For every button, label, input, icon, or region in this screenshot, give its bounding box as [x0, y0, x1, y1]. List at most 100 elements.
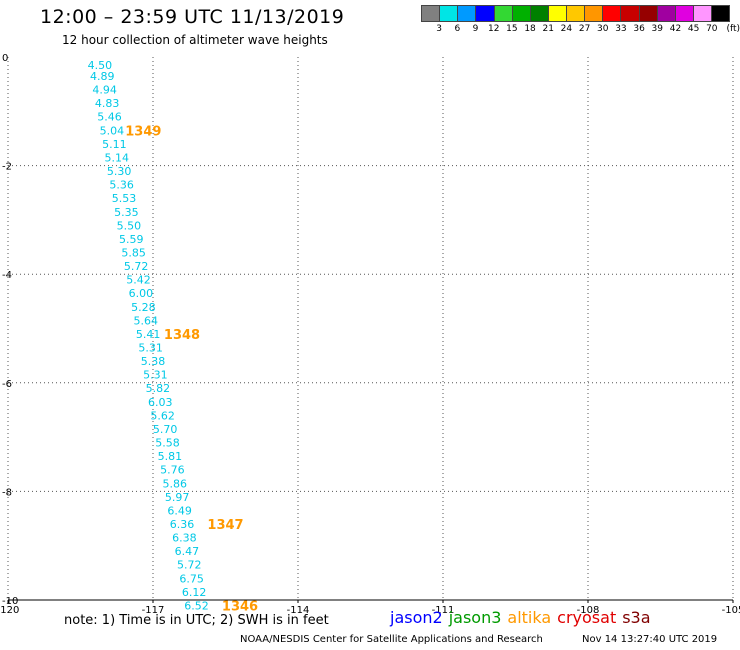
swh-value-label: 5.53 [112, 192, 137, 205]
satellite-jason3: jason3 [448, 608, 502, 627]
legend-label-row: (ft) 3 6 9 12 15 18 21 24 27 30 33 36 39 42 45 70 [421, 22, 740, 35]
chart-subtitle: 12 hour collection of altimeter wave hei… [62, 33, 328, 47]
y-tick-label: 0 [2, 53, 8, 64]
color-legend: (ft) 3 6 9 12 15 18 21 24 27 30 33 36 39 42 45 70 [421, 5, 740, 35]
swh-value-label: 5.62 [150, 409, 175, 422]
swh-value-label: 5.14 [105, 151, 130, 164]
swh-value-label: 6.36 [170, 518, 195, 531]
swh-value-label: 5.82 [146, 382, 171, 395]
x-tick-label: -117 [142, 605, 165, 616]
swh-value-label: 5.59 [119, 233, 144, 246]
legend-swatch [675, 6, 694, 21]
swh-value-label: 6.03 [148, 396, 173, 409]
swh-value-label: 5.76 [160, 464, 185, 477]
swh-value-label: 5.38 [141, 355, 166, 368]
y-tick-label: -10 [2, 596, 18, 607]
legend-label: 9 [472, 24, 479, 34]
chart-title: 12:00 – 23:59 UTC 11/13/2019 [40, 6, 345, 28]
satellite-legend: jason2 jason3 altika cryosat s3a [390, 608, 657, 627]
legend-label: 30 [597, 24, 609, 34]
legend-label: 3 [436, 24, 443, 34]
legend-label: 42 [669, 24, 682, 34]
legend-label: 39 [651, 24, 664, 34]
y-tick-label: -8 [2, 487, 12, 498]
legend-unit: (ft) [726, 24, 740, 34]
legend-label: 24 [560, 24, 573, 34]
x-tick-label: -120 [0, 605, 19, 616]
legend-swatch [567, 6, 586, 21]
swh-value-label: 5.81 [158, 450, 183, 463]
legend-swatch [530, 6, 549, 21]
time-label: 1347 [207, 518, 243, 533]
footer-credit: NOAA/NESDIS Center for Satellite Applica… [240, 634, 543, 645]
legend-swatch [621, 6, 640, 21]
legend-label: 18 [524, 24, 536, 34]
legend-swatch [458, 6, 477, 21]
x-tick-label: -114 [287, 605, 310, 616]
swh-value-label: 5.35 [114, 206, 139, 219]
swh-value-label: 4.89 [90, 70, 115, 83]
satellite-s3a: s3a [622, 608, 651, 627]
x-tick-label: -111 [432, 605, 455, 616]
footer-timestamp: Nov 14 13:27:40 UTC 2019 [582, 634, 718, 645]
satellite-jason2: jason2 [390, 608, 443, 627]
time-label: 1349 [125, 124, 161, 139]
y-tick-label: -4 [2, 270, 12, 281]
time-label: 1346 [222, 599, 258, 614]
swh-value-label: 5.72 [124, 260, 149, 273]
legend-swatch [639, 6, 658, 21]
legend-label: 45 [687, 24, 700, 34]
satellite-cryosat: cryosat [557, 608, 617, 627]
swh-value-label: 5.28 [131, 301, 156, 314]
swh-value-label: 4.50 [88, 59, 113, 72]
swh-value-label: 5.30 [107, 165, 132, 178]
legend-swatch [494, 6, 513, 21]
x-tick-label: -105 [722, 605, 740, 616]
x-tick-label: -108 [577, 605, 600, 616]
legend-label: 33 [615, 24, 627, 34]
swh-value-label: 5.36 [109, 179, 134, 192]
swh-value-label: 6.47 [175, 545, 200, 558]
legend-swatch-row [421, 5, 730, 22]
swh-value-label: 6.75 [179, 572, 204, 585]
swh-value-label: 6.52 [184, 599, 209, 612]
swh-value-label: 5.11 [102, 138, 127, 151]
swh-value-label: 5.31 [143, 369, 168, 382]
satellite-altika: altika [507, 608, 552, 627]
legend-label: 27 [578, 24, 591, 34]
swh-value-label: 5.72 [177, 559, 202, 572]
swh-value-label: 5.64 [134, 314, 159, 327]
swh-value-label: 5.04 [100, 124, 125, 137]
legend-label: 70 [706, 24, 718, 34]
swh-value-label: 4.94 [92, 84, 117, 97]
legend-swatch [440, 6, 459, 21]
swh-value-label: 5.42 [126, 274, 151, 287]
legend-swatch [603, 6, 622, 21]
swh-value-label: 5.86 [163, 477, 188, 490]
swh-value-label: 5.97 [165, 491, 190, 504]
footer-note: note: 1) Time is in UTC; 2) SWH is in fe… [64, 613, 329, 628]
legend-swatch [657, 6, 676, 21]
swh-value-label: 5.41 [136, 328, 161, 341]
swh-value-label: 5.85 [121, 246, 146, 259]
swh-value-label: 5.46 [97, 111, 122, 124]
legend-label: 36 [633, 24, 645, 34]
legend-label: 12 [487, 24, 500, 34]
legend-label: 6 [454, 24, 461, 34]
swh-value-label: 6.49 [167, 504, 192, 517]
legend-swatch [422, 6, 441, 21]
swh-value-label: 5.70 [153, 423, 178, 436]
swh-value-label: 5.50 [117, 219, 142, 232]
legend-swatch [512, 6, 531, 21]
y-tick-label: -6 [2, 379, 12, 390]
legend-swatch [712, 6, 730, 21]
swh-value-label: 5.58 [155, 437, 180, 450]
swh-value-label: 6.38 [172, 532, 197, 545]
legend-swatch [693, 6, 712, 21]
swh-value-label: 5.31 [138, 342, 163, 355]
legend-label: 15 [506, 24, 518, 34]
time-label: 1348 [164, 328, 200, 343]
swh-value-label: 6.00 [129, 287, 154, 300]
legend-swatch [476, 6, 495, 21]
